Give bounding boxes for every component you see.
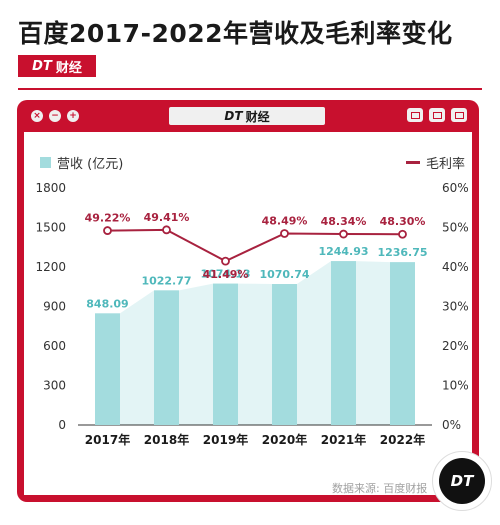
divider [18, 88, 482, 90]
legend-line-swatch [406, 161, 420, 164]
x-tick-label: 2022年 [380, 432, 425, 447]
y-right-tick-label: 10% [442, 379, 469, 393]
legend-revenue: 营收 (亿元) [40, 153, 123, 172]
margin-point-label: 48.49% [262, 214, 308, 227]
tab-label: 财经 [245, 109, 270, 124]
legend-revenue-label: 营收 (亿元) [57, 157, 124, 172]
x-tick-label: 2021年 [321, 432, 366, 447]
x-tick-label: 2017年 [85, 432, 130, 447]
window-tab[interactable]: DT 财经 [169, 107, 325, 125]
revenue-bar [95, 313, 120, 425]
margin-point [280, 229, 289, 238]
tab-logo-mark: DT [224, 109, 243, 123]
y-right-tick-label: 0% [442, 418, 461, 432]
y-left-tick-label: 1800 [35, 181, 66, 195]
margin-point [398, 229, 407, 239]
margin-point [103, 226, 112, 235]
y-right-tick-label: 20% [442, 339, 469, 353]
revenue-bar-label: 848.09 [86, 297, 128, 310]
revenue-bar [213, 283, 238, 425]
corner-logo: DT [432, 451, 492, 511]
revenue-bar-label: 1244.93 [318, 245, 368, 258]
revenue-bar [331, 261, 356, 425]
margin-point-label: 41.49% [203, 268, 249, 281]
y-left-tick-label: 900 [43, 300, 66, 314]
margin-point [221, 256, 230, 266]
revenue-bar [272, 284, 297, 425]
copy-icon[interactable] [451, 108, 467, 122]
margin-point-label: 49.41% [144, 211, 190, 224]
brand-name: 财经 [55, 60, 82, 76]
y-left-tick-label: 1500 [35, 221, 66, 235]
close-icon[interactable]: × [31, 110, 43, 122]
legend-margin: 毛利率 [406, 153, 465, 172]
window-titlebar: × − + DT 财经 [17, 100, 479, 132]
margin-point-label: 48.30% [380, 215, 426, 228]
revenue-bar-label: 1074.13 [200, 268, 250, 281]
revenue-bar-label: 1022.77 [141, 274, 191, 287]
y-right-tick-label: 40% [442, 260, 469, 274]
y-right-tick-label: 60% [442, 181, 469, 195]
window-controls: × − + [31, 110, 79, 122]
y-left-tick-label: 300 [43, 379, 66, 393]
brand-logo-mark: DT [32, 58, 52, 74]
y-right-tick-label: 30% [442, 300, 469, 314]
margin-line [107, 228, 403, 263]
window-button-icon[interactable] [407, 108, 423, 122]
revenue-bar [390, 262, 415, 425]
legend-bar-swatch [40, 157, 51, 168]
y-left-tick-label: 1200 [35, 260, 66, 274]
y-right-tick-label: 50% [442, 221, 469, 235]
revenue-bar-label: 1236.75 [377, 246, 427, 259]
margin-point [339, 229, 348, 239]
legend-margin-label: 毛利率 [426, 157, 466, 172]
revenue-bar [154, 290, 179, 425]
brand-badge: DT 财经 [18, 55, 96, 77]
source-note: 数据来源: 百度财报 [332, 482, 428, 495]
home-icon[interactable] [429, 108, 445, 122]
y-left-tick-label: 600 [43, 339, 66, 353]
margin-point [162, 225, 171, 235]
plus-icon[interactable]: + [67, 110, 79, 122]
x-tick-label: 2019年 [203, 432, 248, 447]
page-title: 百度2017-2022年营收及毛利率变化 [18, 19, 453, 48]
margin-point-label: 48.34% [321, 215, 367, 228]
x-tick-label: 2018年 [144, 432, 189, 447]
window-toolbar [407, 108, 467, 122]
corner-logo-mark: DT [439, 458, 485, 504]
margin-point-label: 49.22% [85, 212, 131, 225]
minus-icon[interactable]: − [49, 110, 61, 122]
y-left-tick-label: 0 [58, 418, 66, 432]
x-tick-label: 2020年 [262, 432, 307, 447]
revenue-bar-label: 1070.74 [259, 268, 309, 281]
